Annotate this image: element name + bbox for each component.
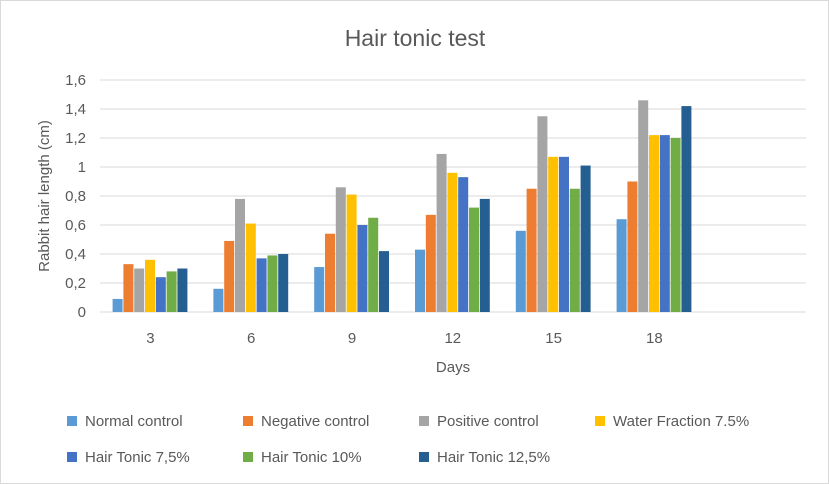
bar (638, 100, 649, 312)
y-axis-label: Rabbit hair length (cm) (36, 120, 53, 272)
legend-swatch (67, 416, 77, 426)
bar (224, 240, 235, 312)
bars (112, 100, 692, 312)
legend-item-normal-control: Normal control (67, 411, 243, 431)
legend-swatch (243, 452, 253, 462)
bar (659, 135, 670, 312)
bar (346, 194, 357, 312)
legend-item-hair-tonic-10: Hair Tonic 10% (243, 447, 419, 467)
x-axis-tick-labels: 3 6 9 12 15 18 (146, 330, 663, 347)
chart-title: Hair tonic test (345, 25, 486, 51)
bar (314, 267, 325, 312)
bar (458, 177, 469, 312)
bar (670, 138, 681, 312)
legend-row: Hair Tonic 7,5% Hair Tonic 10% Hair Toni… (67, 447, 807, 467)
y-tick-label: 0,4 (65, 246, 86, 263)
legend-swatch (419, 452, 429, 462)
y-tick-label: 1,4 (65, 101, 86, 118)
bar (278, 254, 289, 312)
x-tick-label: 6 (247, 330, 255, 347)
bar (245, 223, 256, 312)
bar (425, 214, 436, 312)
legend-label: Normal control (85, 412, 183, 430)
bar (415, 249, 425, 312)
bar (526, 188, 537, 312)
bar (267, 255, 278, 312)
legend-swatch (243, 416, 253, 426)
bar (469, 207, 479, 312)
bar (325, 233, 335, 312)
bar (681, 106, 692, 312)
x-axis-label: Days (436, 359, 470, 376)
legend-label: Hair Tonic 12,5% (437, 448, 551, 466)
bar (447, 172, 458, 312)
x-tick-label: 12 (444, 330, 461, 347)
bar (112, 298, 123, 312)
bar (155, 277, 166, 312)
legend-item-hair-tonic-7-5: Hair Tonic 7,5% (67, 447, 243, 467)
bar (548, 156, 559, 312)
bar (166, 271, 177, 312)
bar (559, 156, 569, 312)
legend-label: Hair Tonic 10% (261, 448, 362, 466)
legend-swatch (595, 416, 605, 426)
legend-label: Water Fraction 7.5% (613, 412, 750, 430)
bar (379, 251, 389, 312)
bar (177, 268, 188, 312)
bar (569, 188, 580, 312)
legend-item-negative-control: Negative control (243, 411, 419, 431)
bar (515, 230, 526, 312)
x-tick-label: 15 (545, 330, 562, 347)
bar (580, 165, 591, 312)
bar (213, 288, 224, 312)
bar (537, 116, 548, 312)
bar (134, 268, 145, 312)
legend-row: Normal control Negative control Positive… (67, 411, 807, 431)
bar (145, 259, 155, 312)
y-tick-label: 0,2 (65, 275, 86, 292)
x-tick-label: 9 (348, 330, 356, 347)
legend-swatch (67, 452, 77, 462)
y-tick-label: 1,2 (65, 130, 86, 147)
bar (627, 181, 638, 312)
bar (368, 217, 379, 312)
bar (123, 264, 134, 312)
legend-label: Hair Tonic 7,5% (85, 448, 190, 466)
y-tick-label: 0 (78, 304, 86, 321)
bar (256, 258, 267, 312)
bar (436, 153, 447, 312)
bar (235, 198, 245, 312)
y-tick-label: 1 (78, 159, 86, 176)
legend-label: Positive control (437, 412, 539, 430)
legend-swatch (419, 416, 429, 426)
bar (357, 225, 368, 312)
bar (649, 135, 659, 312)
x-tick-label: 3 (146, 330, 154, 347)
legend: Normal control Negative control Positive… (67, 411, 807, 483)
legend-label: Negative control (261, 412, 370, 430)
legend-item-hair-tonic-12-5: Hair Tonic 12,5% (419, 447, 550, 467)
bar-chart: Hair tonic test 00,20,40,60,811,21,41,6 … (36, 25, 806, 376)
legend-item-positive-control: Positive control (419, 411, 595, 431)
x-tick-label: 18 (646, 330, 663, 347)
y-axis-tick-labels: 0 0,2 0,4 0,6 0,8 1 1,2 1,4 1,6 (65, 72, 86, 321)
bar (479, 198, 490, 312)
bar (335, 187, 346, 312)
y-tick-label: 1,6 (65, 72, 86, 89)
bar (616, 219, 627, 312)
y-tick-label: 0,6 (65, 217, 86, 234)
legend-item-water-fraction: Water Fraction 7.5% (595, 411, 749, 431)
y-tick-label: 0,8 (65, 188, 86, 205)
